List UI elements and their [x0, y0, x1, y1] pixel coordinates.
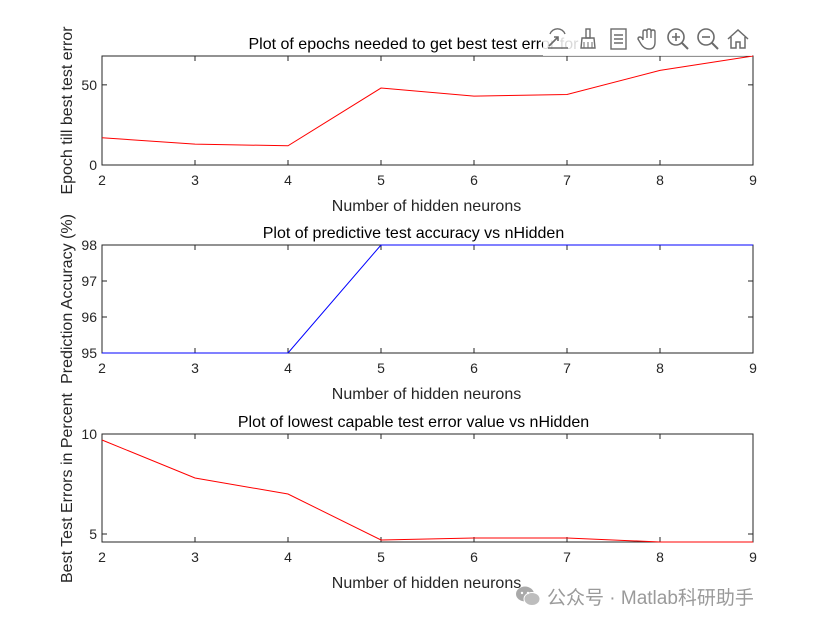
- y-tick-label: 97: [81, 273, 97, 289]
- y-tick-label: 98: [81, 237, 97, 253]
- watermark: 公众号 · Matlab科研助手: [515, 582, 754, 610]
- watermark-text: 公众号 · Matlab科研助手: [547, 587, 754, 609]
- x-tick-label: 7: [563, 549, 571, 565]
- data-tips-button[interactable]: [603, 24, 632, 54]
- x-tick-label: 5: [377, 360, 385, 376]
- axes-toolbar: [543, 24, 752, 56]
- y-tick-label: 50: [81, 77, 97, 93]
- subplot-1: 2 3 4 5 6 7 8 9 0 50 Plot of epochs needed to get …: [59, 26, 757, 215]
- y-tick-label: 96: [81, 309, 97, 325]
- x-tick-label: 4: [284, 360, 292, 376]
- home-icon: [726, 28, 749, 49]
- x-tick-label: 9: [749, 172, 757, 188]
- zoom-out-icon: [696, 28, 719, 50]
- y-tick-label: 0: [89, 157, 97, 173]
- pan-button[interactable]: [633, 24, 662, 54]
- y-axis-label: Epoch till best test error: [59, 26, 76, 195]
- series-line: [101, 55, 754, 147]
- zoom-out-button[interactable]: [693, 24, 722, 54]
- brush-icon: [579, 28, 596, 49]
- y-tick-label: 5: [89, 526, 97, 542]
- x-tick-label: 2: [98, 172, 106, 188]
- x-tick-label: 6: [470, 549, 478, 565]
- zoom-in-button[interactable]: [663, 24, 692, 54]
- wechat-icon: [516, 586, 541, 606]
- x-tick-label: 8: [656, 360, 664, 376]
- x-tick-label: 7: [563, 172, 571, 188]
- x-tick-label: 6: [470, 360, 478, 376]
- x-tick-label: 3: [191, 549, 199, 565]
- x-axis-label: Number of hidden neurons: [332, 198, 521, 215]
- x-tick-label: 2: [98, 549, 106, 565]
- y-tick-label: 95: [81, 345, 97, 361]
- x-tick-label: 9: [749, 549, 757, 565]
- x-axis-label: Number of hidden neurons: [332, 575, 521, 592]
- x-tick-label: 3: [191, 360, 199, 376]
- x-tick-label: 9: [749, 360, 757, 376]
- x-tick-label: 6: [470, 172, 478, 188]
- brush-button[interactable]: [573, 24, 602, 54]
- export-button[interactable]: [543, 24, 572, 54]
- x-tick-label: 5: [377, 172, 385, 188]
- subplot-3: 2 3 4 5 6 7 8 9 5 10 Plot of lowest capable test e…: [59, 392, 757, 592]
- axes-box[interactable]: [101, 433, 754, 543]
- subplot-title: Plot of epochs needed to get best test e…: [249, 36, 580, 53]
- y-axis-label: Best Test Errors in Percent: [59, 392, 76, 583]
- x-axis-label: Number of hidden neurons: [332, 386, 521, 403]
- x-tick-label: 4: [284, 172, 292, 188]
- subplot-2: 2 3 4 5 6 7 8 9 95 96 97 98 Plot of predictive test …: [59, 214, 757, 403]
- x-tick-label: 3: [191, 172, 199, 188]
- series-line: [101, 439, 753, 543]
- home-button[interactable]: [723, 24, 752, 54]
- axes-box[interactable]: [101, 244, 754, 354]
- export-icon: [547, 28, 568, 49]
- x-tick-label: 5: [377, 549, 385, 565]
- subplot-title: Plot of lowest capable test error value …: [238, 414, 589, 431]
- data-tips-icon: [609, 28, 627, 50]
- x-tick-label: 4: [284, 549, 292, 565]
- axes-box[interactable]: [101, 55, 754, 166]
- x-tick-label: 2: [98, 360, 106, 376]
- pan-icon: [636, 28, 656, 50]
- y-tick-label: 10: [81, 426, 97, 442]
- subplot-title: Plot of predictive test accuracy vs nHid…: [263, 225, 564, 242]
- y-axis-label: Prediction Accuracy (%): [59, 214, 76, 384]
- series-line: [102, 244, 753, 354]
- x-tick-label: 7: [563, 360, 571, 376]
- x-tick-label: 8: [656, 172, 664, 188]
- x-tick-label: 8: [656, 549, 664, 565]
- zoom-in-icon: [666, 28, 689, 50]
